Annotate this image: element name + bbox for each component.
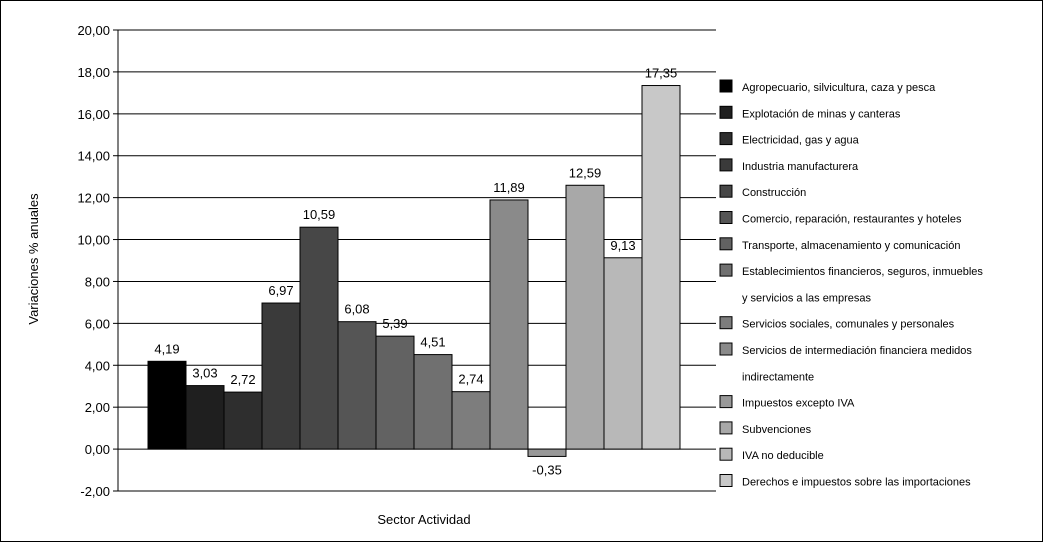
data-label: 2,72 xyxy=(230,372,255,387)
y-tick-label: 4,00 xyxy=(85,358,110,373)
y-tick-label: 12,00 xyxy=(77,191,110,206)
data-labels: 4,19 3,03 2,72 6,97 10,59 6,08 5,39 4,51 2,74 11,… xyxy=(154,66,677,478)
bar xyxy=(489,199,529,450)
legend-swatch xyxy=(719,395,733,409)
bar xyxy=(375,335,415,450)
data-label: 6,08 xyxy=(344,302,369,317)
legend-swatch xyxy=(719,474,733,487)
legend-swatch xyxy=(719,105,733,119)
data-label: 2,74 xyxy=(458,372,483,387)
legend-swatch xyxy=(719,263,733,277)
legend-swatch xyxy=(719,237,733,251)
legend-label: Construcción xyxy=(742,187,806,199)
data-label: 5,39 xyxy=(382,316,407,331)
bar xyxy=(299,226,339,450)
legend-swatch xyxy=(719,132,733,146)
y-tick-label: 16,00 xyxy=(77,107,110,122)
y-axis-label: Variaciones % anuales xyxy=(26,193,41,325)
legend-label: Explotación de minas y canteras xyxy=(742,108,901,120)
bar xyxy=(641,85,681,450)
legend-swatch xyxy=(719,447,733,461)
legend: Agropecuario, silvicultura, caza y pesca… xyxy=(719,79,983,489)
legend-swatch xyxy=(719,79,733,93)
legend-label: Comercio, reparación, restaurantes y hot… xyxy=(742,214,962,226)
y-axis: -2,00 0,00 2,00 4,00 6,00 8,00 10,00 12,00 14,00… xyxy=(77,23,119,499)
legend-label: IVA no deducible xyxy=(742,450,824,462)
legend-swatch xyxy=(719,342,733,356)
data-label: 6,97 xyxy=(268,283,293,298)
x-axis-label: Sector Actividad xyxy=(377,512,470,527)
legend-label: Agropecuario, silvicultura, caza y pesca xyxy=(742,82,936,94)
bar xyxy=(261,302,301,450)
y-tick-label: 18,00 xyxy=(77,65,110,80)
legend-label-continued: indirectamente xyxy=(742,371,814,383)
legend-label: Subvenciones xyxy=(742,424,812,436)
y-tick-label: 0,00 xyxy=(85,442,110,457)
bars xyxy=(147,85,681,457)
y-tick-label: 14,00 xyxy=(77,149,110,164)
data-label: 11,89 xyxy=(493,180,525,195)
y-tick-label: 2,00 xyxy=(85,400,110,415)
legend-swatch xyxy=(719,211,733,224)
legend-label: Electricidad, gas y agua xyxy=(742,135,860,147)
data-label: 12,59 xyxy=(569,165,602,180)
data-label: 9,13 xyxy=(610,238,635,253)
data-label: -0,35 xyxy=(532,462,562,477)
legend-swatch xyxy=(719,316,733,330)
data-label: 3,03 xyxy=(192,366,217,381)
y-tick-label: 20,00 xyxy=(77,23,110,38)
bar xyxy=(223,391,263,450)
y-tick-label: 6,00 xyxy=(85,316,110,331)
bar xyxy=(413,354,453,450)
legend-label: Impuestos excepto IVA xyxy=(742,398,855,410)
legend-label: Industria manufacturera xyxy=(742,161,859,173)
legend-label: Derechos e impuestos sobre las importaci… xyxy=(742,477,971,489)
bar xyxy=(603,257,643,450)
y-tick-label: 10,00 xyxy=(77,233,110,248)
legend-label-continued: y servicios a las empresas xyxy=(742,292,871,304)
bar xyxy=(565,184,605,450)
legend-label: Servicios sociales, comunales y personal… xyxy=(742,319,955,331)
data-label: 17,35 xyxy=(645,66,678,81)
data-label: 10,59 xyxy=(303,207,336,222)
bar xyxy=(451,391,491,450)
legend-swatch xyxy=(719,184,733,198)
legend-label: Establecimientos financieros, seguros, i… xyxy=(742,266,983,278)
data-label: 4,19 xyxy=(154,341,179,356)
bar xyxy=(337,321,377,450)
y-tick-label: -2,00 xyxy=(80,484,110,499)
legend-label: Servicios de intermediación financiera m… xyxy=(742,345,972,357)
bar xyxy=(185,385,225,450)
y-tick-label: 8,00 xyxy=(85,274,110,289)
bar xyxy=(147,360,187,450)
bar xyxy=(527,448,567,457)
legend-label: Transporte, almacenamiento y comunicació… xyxy=(742,240,960,252)
legend-swatch xyxy=(719,421,733,435)
data-label: 4,51 xyxy=(420,335,445,350)
legend-swatch xyxy=(719,158,733,172)
